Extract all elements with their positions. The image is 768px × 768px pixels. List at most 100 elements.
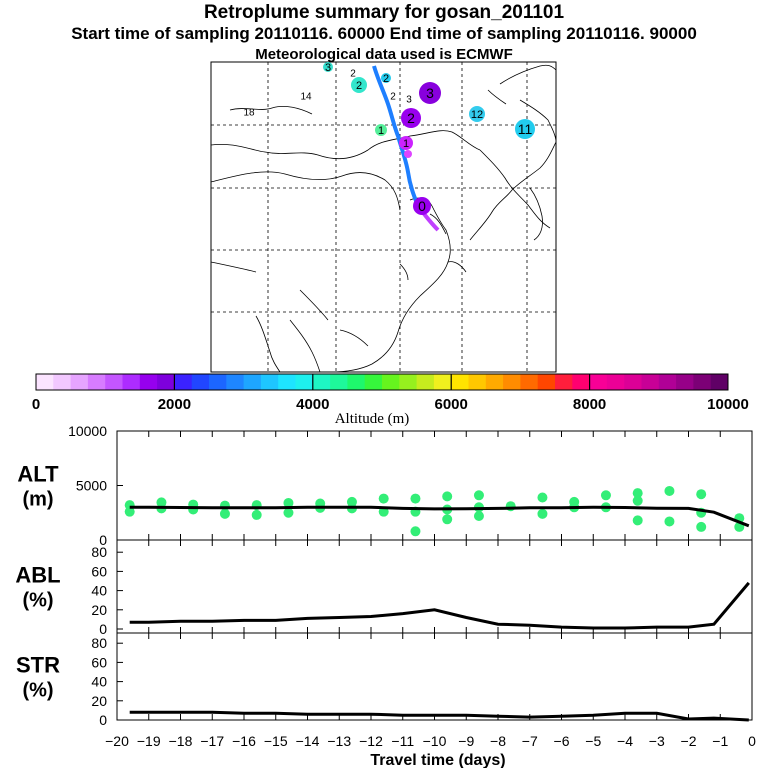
colorbar-cell (70, 374, 89, 390)
colorbar-cell (191, 374, 210, 390)
map-marker-6: 3 (323, 62, 333, 74)
map-marker-4: 3 (419, 82, 441, 104)
colorbar-frame (35, 373, 729, 391)
map-frame (210, 61, 557, 373)
colorbar-cell (53, 374, 71, 390)
colorbar-cell (416, 374, 435, 390)
map-marker-7: 2 (381, 73, 391, 85)
map-marker-label: 2 (407, 110, 415, 126)
x-tick-label: −3 (649, 733, 665, 749)
alt-scatter-point (632, 495, 643, 506)
panel-abl: 0 20 40 60 80 ABL(%) (15, 539, 753, 637)
map-coastlines (210, 64, 557, 373)
y-tick-label: 0 (99, 532, 107, 548)
x-tick-label: −19 (137, 733, 161, 749)
series-line-alt (129, 505, 750, 528)
map-marker-label: 1 (403, 138, 409, 150)
y-tick-label: 40 (91, 674, 107, 690)
map-marker-dot (381, 73, 391, 83)
colorbar-cell (468, 374, 487, 390)
colorbar-cell (347, 374, 366, 390)
map-grid (211, 62, 556, 372)
map-marker-8: 2 (350, 69, 356, 80)
colorbar-cell (641, 374, 660, 390)
map-marker-label: 2 (350, 69, 356, 80)
colorbar-tick-label: 0 (32, 396, 40, 413)
colorbar-cell (36, 374, 54, 390)
y-tick-label: 20 (91, 602, 107, 618)
map-marker-10: 3 (406, 95, 412, 106)
alt-scatter-point (632, 515, 643, 526)
y-tick-label: 10000 (68, 423, 107, 439)
colorbar-cell (433, 374, 452, 390)
colorbar-cell (209, 374, 227, 390)
x-tick-label: −17 (200, 733, 224, 749)
panel-frame (116, 430, 753, 541)
alt-scatter-point (188, 504, 199, 515)
x-tick-label: −10 (423, 733, 447, 749)
colorbar-cell (226, 374, 244, 390)
colorbar-cell (382, 374, 400, 390)
map-marker-label: 1 (378, 125, 384, 137)
map-marker-12: 11 (515, 119, 535, 139)
alt-scatter-point (600, 490, 611, 501)
colorbar-cell (312, 374, 331, 390)
panel-frame (116, 632, 753, 721)
colorbar-cell (174, 374, 193, 390)
colorbar-cell (243, 374, 262, 390)
alt-scatter-point (537, 508, 548, 519)
panel-unit: (m) (22, 489, 53, 511)
map-marker-label: 11 (518, 121, 533, 137)
x-tick-label: −7 (522, 733, 538, 749)
trajectory-track (372, 65, 420, 207)
map-marker-2: 1 (375, 124, 387, 137)
alt-scatter-point (283, 507, 294, 518)
met-data-subtitle: Meteorological data used is ECMWF (255, 46, 513, 63)
colorbar-cell (330, 374, 348, 390)
panel-label: ALT (17, 462, 59, 487)
map-marker-label: 2 (383, 73, 389, 85)
map-marker-dot (323, 62, 333, 72)
map-marker-label: 0 (418, 198, 426, 214)
alt-scatter-point (473, 490, 484, 501)
colorbar-cell (399, 374, 417, 390)
colorbar-cell (278, 374, 296, 390)
alt-scatter-point (124, 506, 135, 517)
map-marker-label: 18 (243, 108, 255, 119)
panel-frame (116, 539, 753, 634)
panel-label: ABL (15, 563, 60, 588)
colorbar-cell (122, 374, 141, 390)
map-marker-label: 2 (390, 92, 396, 103)
map-marker-1: 1 (399, 136, 413, 150)
map-marker-dot-extra (404, 150, 412, 158)
map-marker-label: 12 (471, 109, 483, 121)
map-marker-dot (401, 108, 421, 128)
alt-scatter-point (251, 509, 262, 520)
alt-scatter-point (537, 492, 548, 503)
x-tick-label: −16 (232, 733, 256, 749)
alt-scatter-point (696, 521, 707, 532)
x-tick-label: −8 (490, 733, 506, 749)
colorbar-cell (105, 374, 123, 390)
map-marker-11: 12 (469, 106, 485, 122)
alt-scatter-point (473, 511, 484, 522)
x-tick-label: −4 (617, 733, 633, 749)
x-tick-label: −13 (327, 733, 351, 749)
panel-unit: (%) (22, 680, 53, 702)
map-marker-dot (413, 197, 431, 215)
colorbar-cell (157, 374, 175, 390)
colorbar-cell (260, 374, 279, 390)
map-marker-dot (351, 77, 367, 93)
colorbar-cell (572, 374, 590, 390)
map-marker-9: 2 (390, 92, 396, 103)
colorbar-cell (710, 374, 729, 390)
colorbar-cell (537, 374, 556, 390)
map-marker-13: 14 (300, 92, 312, 103)
series-line-str (129, 710, 749, 722)
alt-scatter-point (442, 514, 453, 525)
alt-scatter-point (664, 485, 675, 496)
colorbar-tick-label: 4000 (296, 396, 329, 413)
map-marker-0: 0 (413, 197, 431, 215)
y-tick-label: 5000 (76, 478, 107, 494)
